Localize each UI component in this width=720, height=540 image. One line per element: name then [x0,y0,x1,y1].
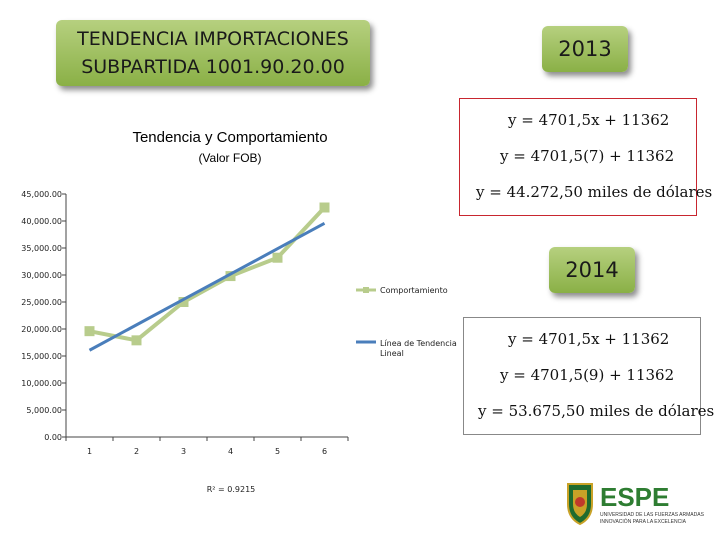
x-tick-label: 2 [134,447,139,456]
series-comportamiento-point [272,252,283,263]
espe-crest-icon [567,483,593,526]
series-comportamiento-point [131,335,142,346]
series-comportamiento-point [84,326,95,337]
legend-comportamiento-label: Comportamiento [380,286,448,295]
equation-2013-line-1: y = 4701,5x + 11362 [508,111,670,129]
logo-brand-text: ESPE [600,482,669,512]
year-2014-label: 2014 [565,258,619,282]
series-comportamiento-line [89,206,326,343]
equation-2014-line-1: y = 4701,5x + 11362 [508,330,670,348]
title-line-1: TENDENCIA IMPORTACIONES [77,28,349,50]
series-comportamiento-point [319,202,330,213]
x-tick-label: 1 [87,447,92,456]
x-tick-label: 3 [181,447,186,456]
y-tick-label: 30,000.00 [21,271,62,280]
legend-comportamiento-marker [363,287,369,293]
title-banner: TENDENCIA IMPORTACIONES SUBPARTIDA 1001.… [56,20,370,86]
y-tick-label: 0.00 [44,433,62,442]
y-tick-label: 20,000.00 [21,325,62,334]
y-tick-label: 35,000.00 [21,244,62,253]
equation-2014-line-3: y = 53.675,50 miles de dólares [478,402,715,420]
legend-tendencia-label-2: Lineal [380,349,404,358]
r-squared-label: R² = 0.9215 [207,485,256,494]
year-2013-badge: 2013 [542,26,628,72]
legend-tendencia-label-1: Línea de Tendencia [380,339,457,348]
x-tick-label: 6 [322,447,327,456]
chart-title: Tendencia y Comportamiento [132,129,327,146]
equation-box-2014: y = 4701,5x + 11362 y = 4701,5(9) + 1136… [463,317,714,435]
year-2014-badge: 2014 [549,247,635,293]
series-comportamiento-point [225,271,236,282]
equation-2014-line-2: y = 4701,5(9) + 11362 [500,366,675,384]
y-tick-label: 40,000.00 [21,217,62,226]
year-2013-label: 2013 [558,37,612,61]
equation-box-2013: y = 4701,5x + 11362 y = 4701,5(7) + 1136… [459,98,712,216]
x-tick-label: 5 [275,447,280,456]
logo-subtitle-1: UNIVERSIDAD DE LAS FUERZAS ARMADAS [600,512,705,518]
title-line-2: SUBPARTIDA 1001.90.20.00 [81,56,345,78]
logo-subtitle-2: INNOVACIÓN PARA LA EXCELENCIA [600,518,687,525]
y-tick-label: 10,000.00 [21,379,62,388]
equation-2013-line-3: y = 44.272,50 miles de dólares [476,183,713,201]
trend-chart: Tendencia y Comportamiento (Valor FOB) 0.0… [21,129,457,494]
y-tick-label: 45,000.00 [21,190,62,199]
series-tendencia-line [88,221,326,352]
espe-logo: ESPE UNIVERSIDAD DE LAS FUERZAS ARMADAS … [562,478,710,528]
y-tick-label: 15,000.00 [21,352,62,361]
equation-2013-line-2: y = 4701,5(7) + 11362 [500,147,675,165]
series-comportamiento-point [178,297,189,307]
chart-subtitle: (Valor FOB) [198,151,261,165]
espe-logo-graphic: ESPE UNIVERSIDAD DE LAS FUERZAS ARMADAS … [567,482,705,526]
y-tick-label: 5,000.00 [26,406,62,415]
x-tick-label: 4 [228,447,233,456]
y-tick-label: 25,000.00 [21,298,62,307]
